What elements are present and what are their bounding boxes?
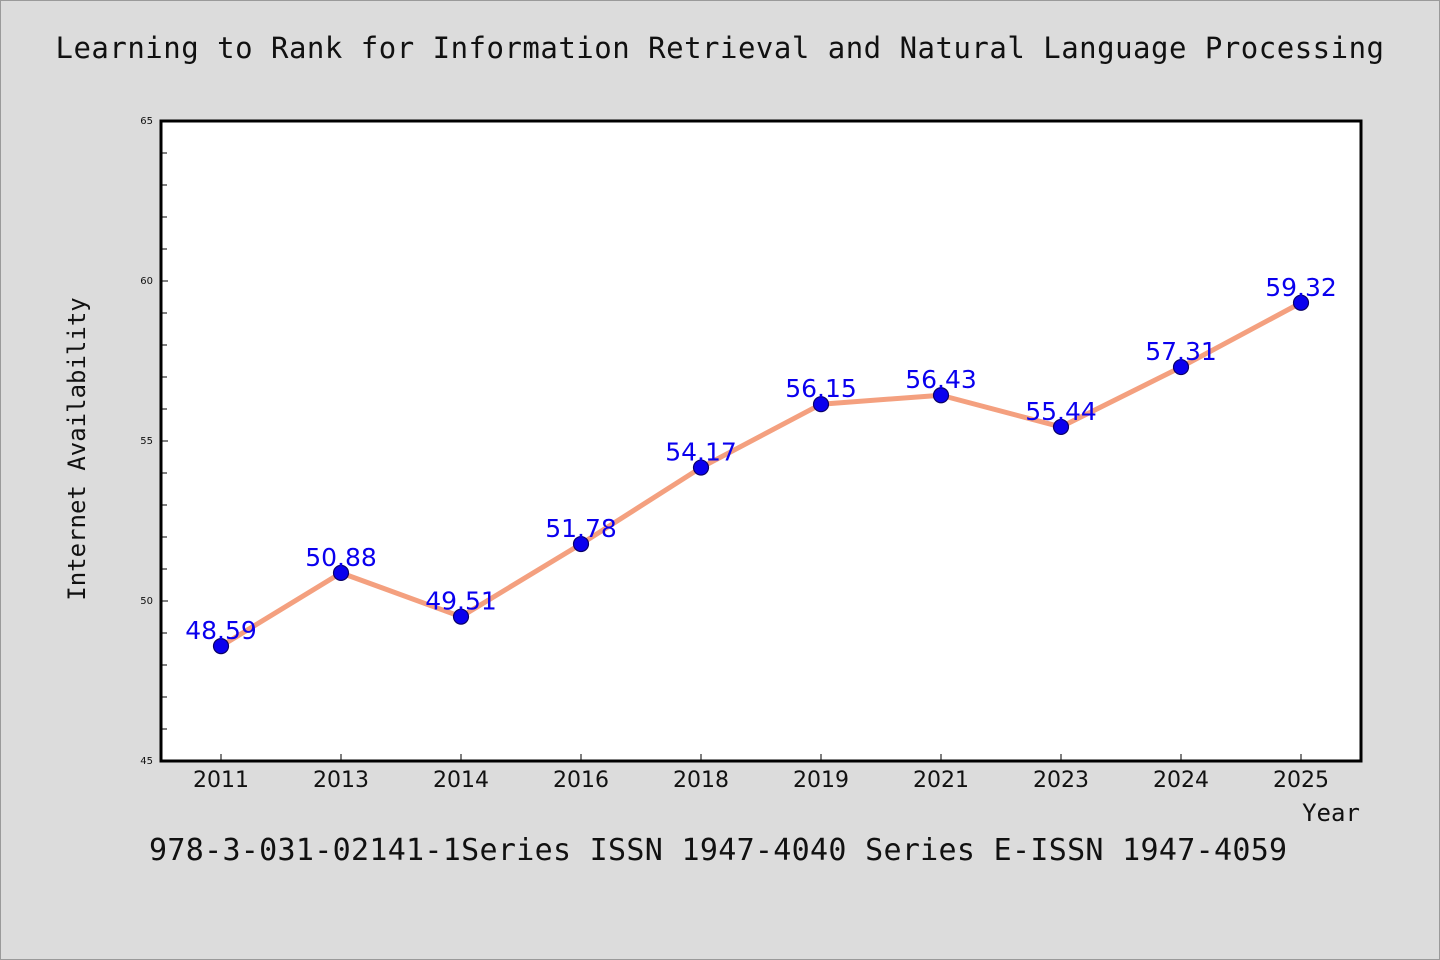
series-issn-footer: 978-3-031-02141-1Series ISSN 1947-4040 S…	[149, 833, 1288, 868]
data-point	[452, 608, 470, 625]
x-tick-label: 2019	[793, 768, 849, 793]
data-label: 56.15	[785, 374, 857, 403]
x-tick-label: 2018	[673, 768, 729, 793]
plot-frame	[159, 119, 1363, 763]
chart-title: Learning to Rank for Information Retriev…	[55, 31, 1385, 65]
data-point	[1052, 418, 1070, 436]
data-point	[692, 459, 710, 476]
data-point	[212, 638, 230, 655]
data-point	[572, 535, 590, 553]
x-tick-label: 2014	[433, 768, 489, 793]
x-axis: 2011 2013 2014 2016 2018 2019 2021 2023 2024 2025	[193, 754, 1329, 793]
y-axis: 45 50 55 60 65	[140, 116, 168, 767]
y-tick-label: 55	[140, 436, 153, 447]
x-tick-label: 2013	[313, 768, 369, 793]
y-axis-title: Internet Availability	[63, 297, 91, 600]
x-tick-label: 2025	[1273, 768, 1329, 793]
data-label-layer: 48.59 50.88 49.51 51.78 54.17 56.15 56.43 55.44…	[185, 273, 1337, 645]
x-tick-label: 2024	[1153, 768, 1209, 793]
y-tick-label: 65	[140, 116, 153, 127]
x-tick-label: 2023	[1033, 768, 1089, 793]
data-label: 50.88	[305, 543, 377, 572]
data-label: 51.78	[545, 514, 617, 543]
x-tick-label: 2016	[553, 768, 609, 793]
data-label: 57.31	[1145, 337, 1217, 366]
data-label: 48.59	[185, 616, 257, 645]
data-point	[1172, 358, 1190, 376]
series-layer	[212, 294, 1310, 655]
series-line	[218, 300, 1304, 649]
x-tick-label: 2011	[193, 768, 249, 793]
y-tick-label: 60	[140, 276, 153, 287]
data-label: 55.44	[1025, 397, 1097, 426]
data-point	[1292, 294, 1310, 311]
data-point	[812, 396, 830, 413]
x-tick-label: 2021	[913, 768, 969, 793]
data-point	[932, 387, 950, 404]
data-label: 54.17	[665, 438, 737, 467]
data-point	[332, 564, 350, 581]
y-tick-label: 45	[140, 756, 153, 767]
data-label: 49.51	[425, 587, 497, 616]
data-label: 56.43	[905, 365, 977, 394]
plot-area	[159, 119, 1363, 763]
y-tick-label: 50	[140, 596, 153, 607]
data-label: 59.32	[1265, 273, 1337, 302]
x-axis-title: Year	[1302, 799, 1360, 827]
